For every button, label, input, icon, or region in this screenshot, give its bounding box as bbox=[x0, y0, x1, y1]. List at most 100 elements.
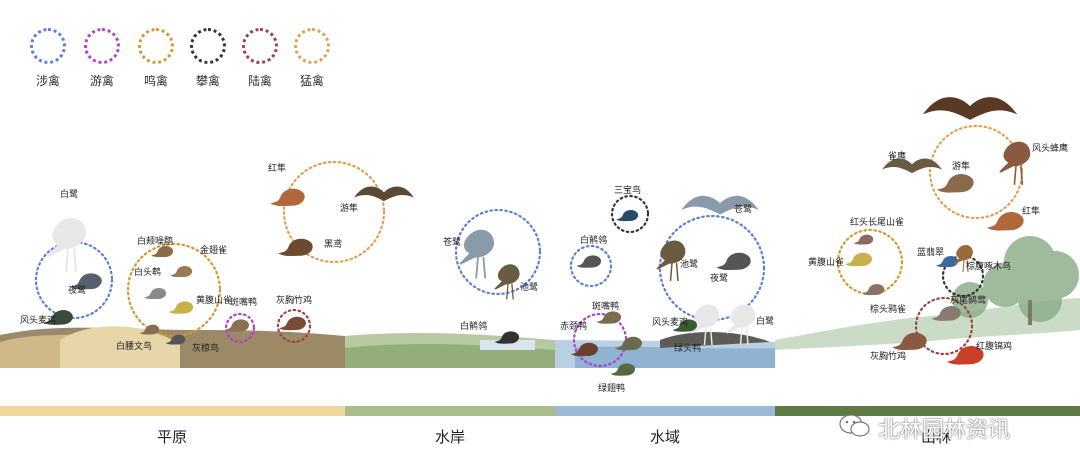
bird-label: 绿翅鸭 bbox=[598, 384, 626, 394]
legend-label: 陆禽 bbox=[247, 74, 272, 88]
bird-figure bbox=[862, 284, 885, 296]
zone-label-water: 水域 bbox=[649, 428, 680, 446]
bird-figure bbox=[892, 332, 927, 351]
bird-label: 白鹡鸰 bbox=[460, 322, 488, 332]
bird-figure bbox=[726, 304, 756, 346]
bird-figure bbox=[936, 256, 959, 268]
bird-figures bbox=[43, 97, 1031, 376]
legend-ring-landfowl bbox=[242, 28, 278, 64]
legend-item-swimmer: 游禽 bbox=[82, 28, 122, 89]
legend-item-raptor: 猛禽 bbox=[292, 28, 332, 89]
bird-label: 棕头鸦雀 bbox=[870, 305, 907, 315]
bird-label: 灰椋鸟 bbox=[192, 344, 220, 354]
bird-figure bbox=[151, 246, 174, 258]
bird-figure bbox=[47, 218, 86, 273]
bird-label: 游隼 bbox=[952, 162, 971, 172]
flying-bird-figure bbox=[681, 195, 759, 215]
bird-label: 红隼 bbox=[268, 164, 287, 174]
bird-label: 白鹭 bbox=[60, 190, 79, 200]
bird-figure bbox=[999, 141, 1031, 185]
bird-label: 夜鹭 bbox=[710, 274, 729, 284]
bird-figure bbox=[170, 266, 193, 278]
bird-figure bbox=[576, 255, 601, 268]
bird-figure bbox=[986, 212, 1024, 231]
bird-figure bbox=[571, 342, 598, 357]
legend-item-climber: 攀禽 bbox=[188, 28, 228, 89]
tree-cluster bbox=[952, 236, 1079, 325]
bird-figure bbox=[279, 316, 306, 331]
legend-item-songbird: 鸣禽 bbox=[136, 28, 176, 89]
bird-label: 灰胸竹鸡 bbox=[870, 352, 907, 362]
bird-label: 斑嘴鸭 bbox=[230, 298, 258, 308]
bird-figure bbox=[139, 324, 160, 335]
bird-figure bbox=[610, 363, 635, 376]
ground-strip bbox=[0, 236, 1080, 368]
bird-label: 白鹭 bbox=[756, 317, 775, 327]
legend-item-landfowl: 陆禽 bbox=[240, 28, 280, 89]
bird-figure bbox=[845, 252, 872, 267]
bird-figure bbox=[596, 311, 621, 324]
bird-figure bbox=[43, 310, 73, 325]
zone-band-plain bbox=[0, 406, 345, 416]
bird-figure bbox=[224, 319, 249, 332]
habitat-circle bbox=[610, 194, 650, 234]
bird-figure bbox=[853, 234, 874, 245]
bird-figure bbox=[616, 210, 639, 222]
zone-label-waterside: 水岸 bbox=[434, 428, 465, 446]
bird-figure bbox=[270, 188, 305, 207]
bird-label: 灰尾鹟莺 bbox=[950, 296, 987, 306]
bird-label: 风头麦鸡 bbox=[20, 316, 57, 326]
bird-figure bbox=[615, 336, 642, 351]
bird-figure bbox=[946, 346, 984, 365]
bird-figure bbox=[672, 319, 697, 332]
flying-bird-figure bbox=[922, 97, 1018, 120]
bird-figure bbox=[165, 334, 186, 345]
habitat-circle bbox=[941, 254, 985, 298]
bird-label: 红头长尾山雀 bbox=[850, 218, 905, 228]
bird-label: 红腹锦鸡 bbox=[976, 342, 1013, 352]
zone-band-water bbox=[555, 406, 775, 416]
watermark-text: 北林园林资讯 bbox=[878, 418, 1011, 443]
bird-figure bbox=[494, 264, 520, 300]
legend-label: 鸣禽 bbox=[143, 74, 168, 88]
bird-figure bbox=[690, 304, 720, 346]
bird-label: 雀鹰 bbox=[888, 152, 907, 162]
bird-label: 黄腹山雀 bbox=[196, 296, 233, 306]
bird-figure bbox=[716, 252, 751, 271]
bird-label: 绿头鸭 bbox=[674, 344, 702, 354]
legend-ring-wader bbox=[30, 28, 66, 64]
zone-band-waterside bbox=[345, 406, 555, 416]
zone-label-forest: 山林 bbox=[920, 428, 951, 446]
bird-label: 苍鹭 bbox=[443, 238, 462, 248]
habitat-circle bbox=[914, 296, 974, 356]
bird-label: 风头麦鸡 bbox=[652, 318, 689, 328]
bird-label: 池鹭 bbox=[680, 260, 699, 270]
bird-label: 红隼 bbox=[1022, 207, 1041, 217]
bird-label: 池鹭 bbox=[520, 283, 539, 293]
legend-ring-swimmer bbox=[84, 28, 120, 64]
legend-item-wader: 涉禽 bbox=[28, 28, 68, 89]
bird-label: 赤颈鸭 bbox=[560, 322, 588, 332]
habitat-circle bbox=[569, 244, 613, 288]
legend-ring-climber bbox=[190, 28, 226, 64]
legend-label: 涉禽 bbox=[35, 74, 60, 88]
bird-figure bbox=[168, 301, 193, 314]
bird-figure bbox=[278, 238, 313, 257]
bird-figure bbox=[953, 245, 973, 273]
bird-figure bbox=[931, 306, 961, 321]
bird-label: 棕腹啄木鸟 bbox=[966, 262, 1012, 272]
legend-ring-songbird bbox=[138, 28, 174, 64]
bird-label: 白鹡鸰 bbox=[580, 236, 608, 246]
habitat-circle bbox=[126, 242, 222, 338]
legend-label: 猛禽 bbox=[299, 74, 324, 88]
habitat-circle bbox=[454, 208, 542, 296]
bird-figure bbox=[936, 174, 974, 193]
flying-bird-figure bbox=[881, 158, 943, 173]
bird-label: 白颊噪鹛 bbox=[137, 237, 174, 247]
bird-label: 三宝鸟 bbox=[614, 186, 642, 196]
bird-label: 蓝翡翠 bbox=[917, 248, 945, 258]
legend-label: 攀禽 bbox=[195, 74, 220, 88]
habitat-circle bbox=[276, 308, 312, 344]
